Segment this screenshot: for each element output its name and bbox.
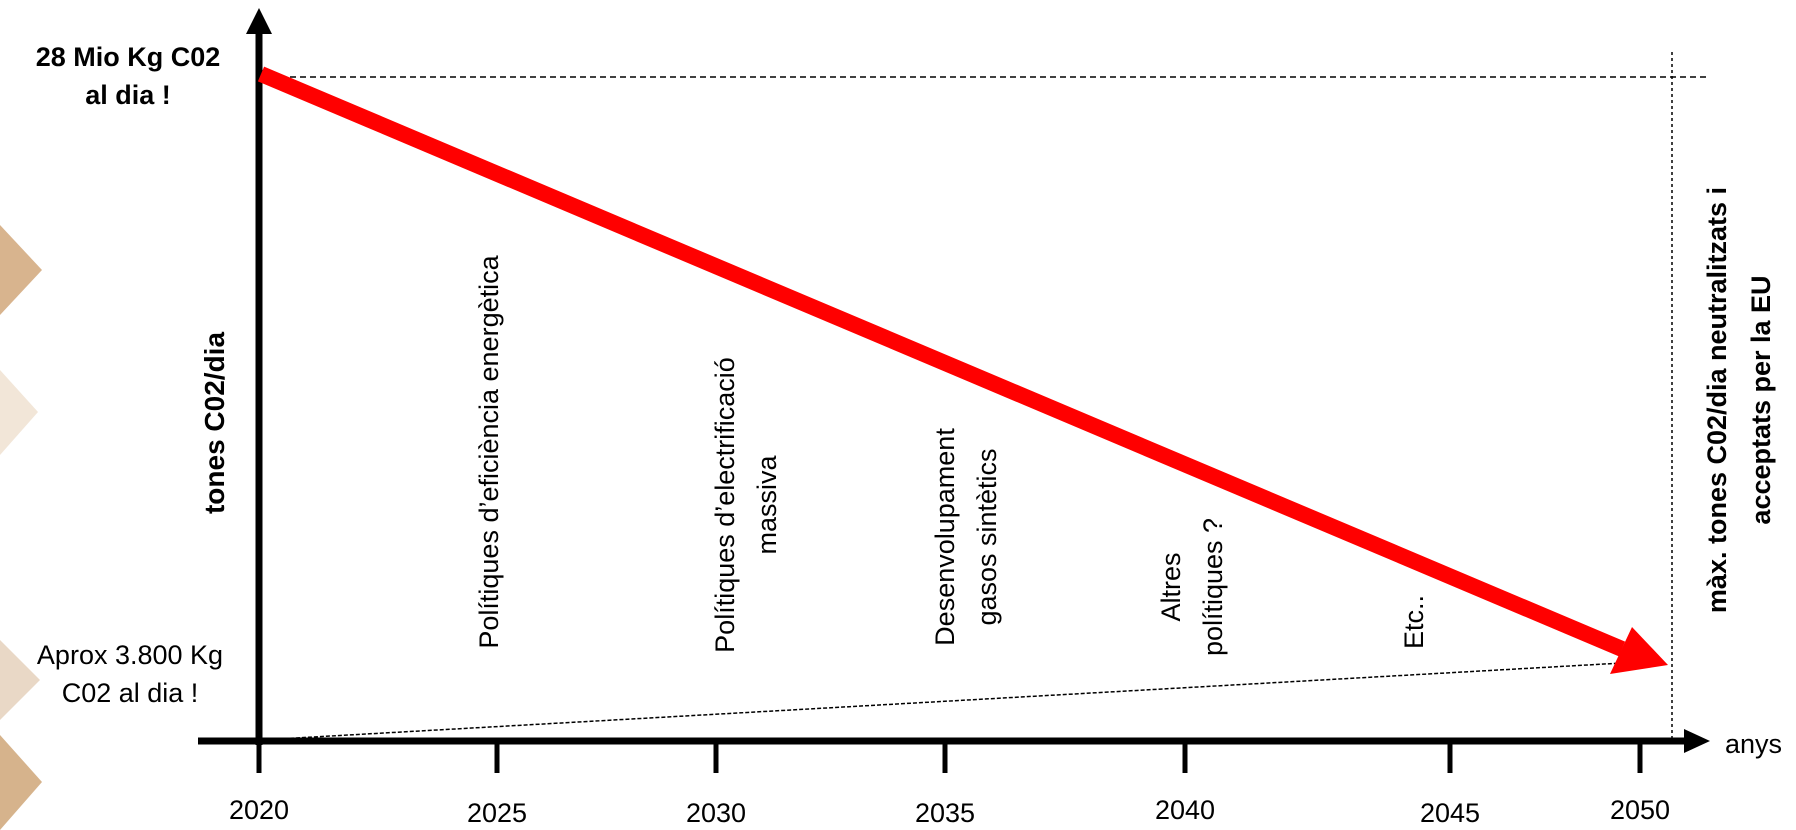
- decorative-chevron-3: [0, 640, 40, 720]
- year-label-2030: 2030: [685, 798, 747, 828]
- year-label-2025: 2025: [466, 798, 528, 828]
- decorative-chevron-2: [0, 370, 38, 455]
- x-axis-label: anys: [1725, 729, 1783, 759]
- year-label-2035: 2035: [914, 798, 976, 828]
- right-limit-label: màx. tones C02/dia neutralitzats i accep…: [1702, 186, 1776, 614]
- y-axis-arrowhead: [246, 8, 272, 34]
- x-axis-arrowhead: [1684, 729, 1710, 753]
- reduction-arrowhead: [1610, 627, 1668, 674]
- top-value-label: 28 Mio Kg C02 al dia !: [35, 42, 221, 110]
- decorative-chevron-4: [0, 735, 42, 830]
- year-label-2040: 2040: [1154, 795, 1216, 825]
- bottom-value-label: Aprox 3.800 Kg C02 al dia !: [36, 640, 224, 708]
- decorative-chevron-1: [0, 225, 42, 315]
- year-label-2020: 2020: [228, 795, 290, 825]
- policy-label-electrification: Polítiques d’electrificació massiva: [710, 357, 782, 653]
- policy-label-other: Altres polítiques ?: [1156, 517, 1228, 657]
- year-label-2045: 2045: [1419, 798, 1481, 828]
- y-axis-label: tones C02/dia: [199, 331, 231, 515]
- reduction-arrow-shaft: [257, 66, 1626, 657]
- x-axis-ticks: [256, 741, 1643, 773]
- policy-label-etc: Etc..: [1398, 594, 1429, 650]
- year-label-2050: 2050: [1609, 795, 1671, 825]
- minimum-dashed-line: [259, 661, 1641, 741]
- policy-label-synthetic-gases: Desenvolupament gasos sintètics: [930, 428, 1002, 646]
- policy-label-efficiency: Polítiques d’eficiència energètica: [473, 255, 504, 649]
